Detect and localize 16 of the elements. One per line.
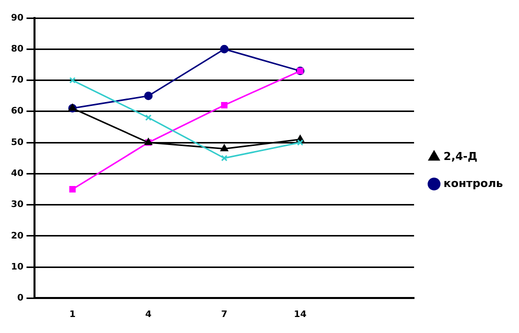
y-tick-label: 10	[10, 262, 24, 272]
x-tick-label: 1	[69, 310, 76, 320]
y-tick-label: 50	[10, 138, 24, 148]
y-tick-label: 20	[10, 231, 24, 242]
y-tick-label: 80	[10, 44, 24, 54]
y-tick-label: 30	[10, 200, 24, 210]
y-tick-label: 60	[10, 106, 24, 117]
x-tick-label: 7	[221, 310, 228, 320]
x-tick-label: 14	[294, 310, 306, 320]
legend-label: контроль	[444, 176, 504, 190]
y-tick-label: 70	[10, 76, 24, 86]
y-tick-label: 90	[10, 13, 24, 24]
y-tick-label: 0	[17, 294, 24, 304]
x-tick-label: 4	[145, 310, 152, 320]
legend-label: 2,4-Д	[444, 150, 478, 163]
y-tick-label: 40	[10, 169, 24, 180]
